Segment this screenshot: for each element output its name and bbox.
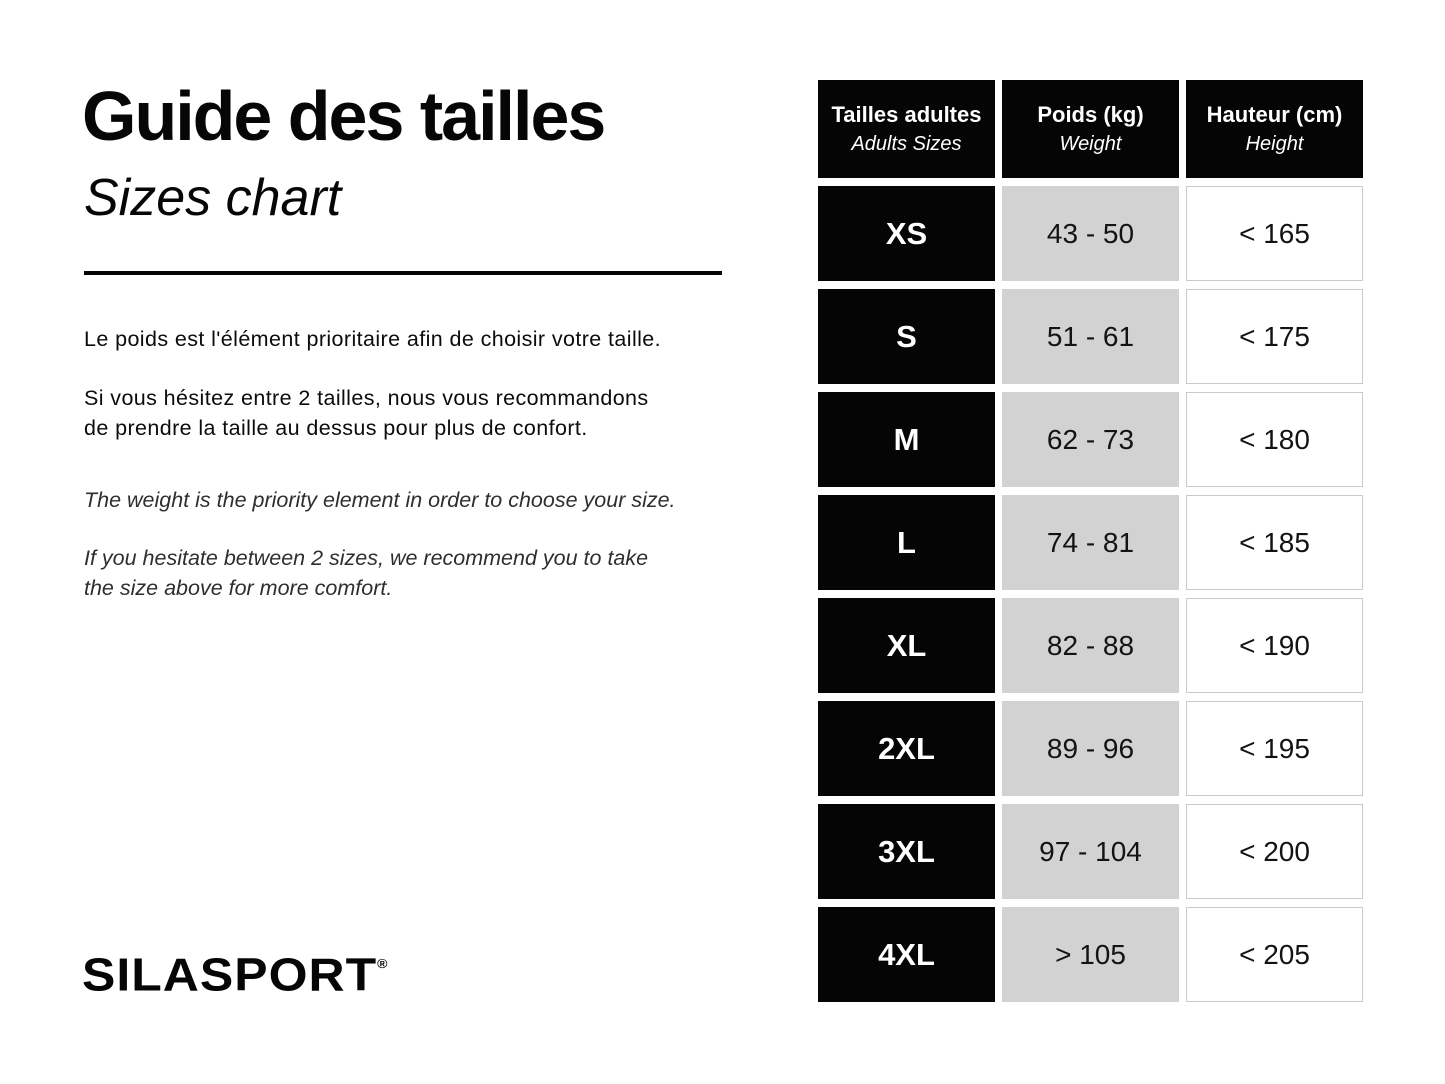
intro-fr2-line2: de prendre la taille au dessus pour plus… — [84, 416, 588, 440]
size-cell-3xl: 3XL — [818, 804, 995, 899]
size-cell-4xl: 4XL — [818, 907, 995, 1002]
weight-cell-m: 62 - 73 — [1002, 392, 1179, 487]
column-header-height-fr: Hauteur (cm) — [1206, 102, 1343, 127]
registered-trademark-symbol: ® — [377, 956, 388, 972]
divider-line — [84, 271, 722, 275]
height-cell-m: < 180 — [1186, 392, 1363, 487]
height-cell-xs: < 165 — [1186, 186, 1363, 281]
intro-en2-line2: the size above for more comfort. — [84, 576, 393, 600]
height-cell-3xl: < 200 — [1186, 804, 1363, 899]
size-cell-m: M — [818, 392, 995, 487]
intro-en2-line1: If you hesitate between 2 sizes, we reco… — [84, 546, 649, 570]
height-cell-4xl: < 205 — [1186, 907, 1363, 1002]
intro-fr-paragraph-1: Le poids est l'élément prioritaire afin … — [84, 327, 662, 351]
column-header-weight: Poids (kg) Weight — [1002, 80, 1179, 178]
size-cell-s: S — [818, 289, 995, 384]
page-subtitle: Sizes chart — [84, 169, 342, 227]
brand-logo: SILASPORT® — [82, 948, 387, 1001]
weight-cell-4xl: > 105 — [1002, 907, 1179, 1002]
brand-logo-wordmark: SILASPORT — [82, 948, 378, 1001]
size-cell-l: L — [818, 495, 995, 590]
weight-cell-xs: 43 - 50 — [1002, 186, 1179, 281]
column-header-height: Hauteur (cm) Height — [1186, 80, 1363, 178]
weight-cell-2xl: 89 - 96 — [1002, 701, 1179, 796]
column-header-weight-en: Weight — [1059, 133, 1122, 155]
size-cell-xs: XS — [818, 186, 995, 281]
column-header-adult-sizes-fr: Tailles adultes — [831, 102, 982, 127]
weight-cell-s: 51 - 61 — [1002, 289, 1179, 384]
intro-en-paragraph-2: If you hesitate between 2 sizes, we reco… — [84, 543, 648, 603]
size-chart-table: Tailles adultes Adults Sizes Poids (kg) … — [818, 80, 1363, 1002]
column-header-height-en: Height — [1245, 133, 1304, 155]
intro-fr-paragraph-2: Si vous hésitez entre 2 tailles, nous vo… — [84, 383, 649, 443]
intro-en-paragraph-1: The weight is the priority element in or… — [84, 488, 676, 512]
weight-cell-l: 74 - 81 — [1002, 495, 1179, 590]
height-cell-xl: < 190 — [1186, 598, 1363, 693]
weight-cell-3xl: 97 - 104 — [1002, 804, 1179, 899]
column-header-weight-fr: Poids (kg) — [1037, 102, 1144, 127]
height-cell-l: < 185 — [1186, 495, 1363, 590]
size-cell-xl: XL — [818, 598, 995, 693]
page-title: Guide des tailles — [82, 77, 606, 155]
column-header-adult-sizes: Tailles adultes Adults Sizes — [818, 80, 995, 178]
column-header-adult-sizes-en: Adults Sizes — [851, 133, 962, 155]
height-cell-2xl: < 195 — [1186, 701, 1363, 796]
intro-fr2-line1: Si vous hésitez entre 2 tailles, nous vo… — [84, 386, 649, 410]
height-cell-s: < 175 — [1186, 289, 1363, 384]
size-cell-2xl: 2XL — [818, 701, 995, 796]
weight-cell-xl: 82 - 88 — [1002, 598, 1179, 693]
